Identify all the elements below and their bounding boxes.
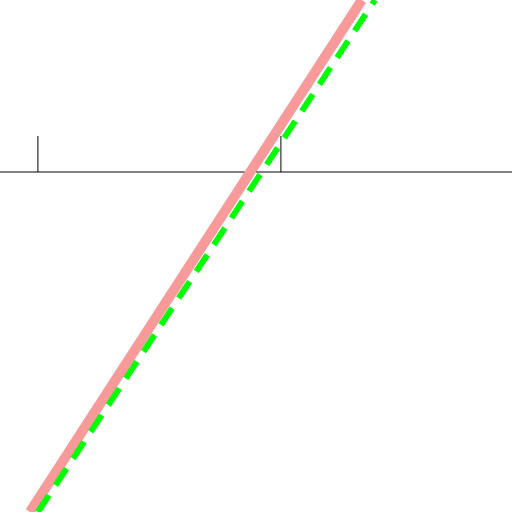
line-series	[35, 0, 378, 512]
line-series	[25, 0, 367, 512]
